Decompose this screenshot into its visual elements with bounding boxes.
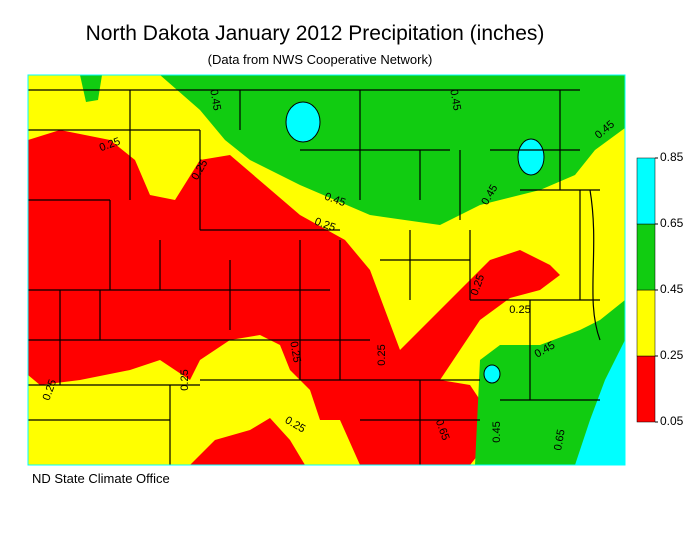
- contour-label: 0.25: [509, 304, 530, 316]
- legend-band: [636, 223, 656, 291]
- legend-tick-label: 0.85: [660, 150, 684, 164]
- region-green: [80, 75, 102, 102]
- legend-tick-label: 0.65: [660, 216, 684, 230]
- contour-label: 0.25: [287, 340, 303, 363]
- region-red: [28, 130, 560, 465]
- contour-label: 0.25: [179, 369, 191, 390]
- legend-band: [636, 355, 656, 423]
- region-red: [190, 418, 305, 465]
- title: North Dakota January 2012 Precipitation …: [86, 22, 545, 45]
- contour-label: 0.45: [447, 88, 463, 111]
- region-cyan: [517, 138, 545, 176]
- region-green: [475, 300, 625, 465]
- legend-band: [636, 157, 656, 225]
- map: [27, 74, 626, 466]
- legend: 0.05 0.25 0.45 0.65 0.85: [636, 150, 684, 428]
- region-cyan: [285, 101, 321, 143]
- contour-label: 0.45: [491, 421, 503, 442]
- map-frame: [27, 74, 626, 466]
- legend-tick-label: 0.45: [660, 282, 684, 296]
- region-cyan: [575, 340, 625, 465]
- contour-label: 0.65: [552, 428, 568, 451]
- legend-tick-label: 0.25: [660, 348, 684, 362]
- credit: ND State Climate Office: [32, 471, 170, 486]
- county-lines: [28, 89, 601, 465]
- contour-label: 0.45: [207, 88, 223, 111]
- contour-label: 0.25: [376, 344, 388, 365]
- legend-band: [636, 289, 656, 357]
- legend-tick-label: 0.05: [660, 414, 684, 428]
- region-cyan: [483, 364, 501, 384]
- subtitle: (Data from NWS Cooperative Network): [208, 52, 433, 67]
